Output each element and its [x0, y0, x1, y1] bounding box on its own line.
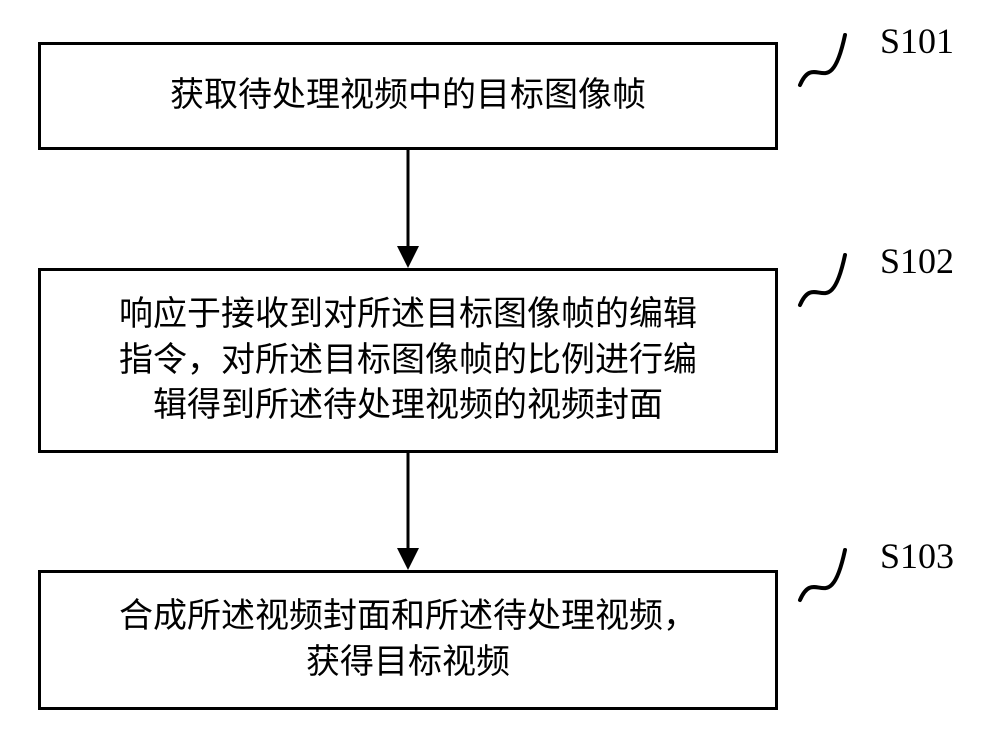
- step-label-s102: S102: [880, 240, 954, 282]
- flow-step-s102: 响应于接收到对所述目标图像帧的编辑 指令，对所述目标图像帧的比例进行编 辑得到所…: [38, 268, 778, 453]
- step-label-s101: S101: [880, 20, 954, 62]
- flow-arrow-1-2: [395, 150, 421, 268]
- callout-squiggle-s102: [795, 240, 855, 310]
- flowchart-canvas: { "type": "flowchart", "background_color…: [0, 0, 1000, 739]
- flow-step-s101-text: 获取待处理视频中的目标图像帧: [170, 73, 646, 119]
- callout-squiggle-s101: [795, 20, 855, 90]
- flow-arrow-2-3: [395, 453, 421, 570]
- callout-squiggle-s103: [795, 535, 855, 605]
- flow-step-s101: 获取待处理视频中的目标图像帧: [38, 42, 778, 150]
- flow-step-s103: 合成所述视频封面和所述待处理视频， 获得目标视频: [38, 570, 778, 710]
- flow-step-s103-text: 合成所述视频封面和所述待处理视频， 获得目标视频: [119, 594, 697, 686]
- step-label-s103: S103: [880, 535, 954, 577]
- flow-step-s102-text: 响应于接收到对所述目标图像帧的编辑 指令，对所述目标图像帧的比例进行编 辑得到所…: [119, 292, 697, 430]
